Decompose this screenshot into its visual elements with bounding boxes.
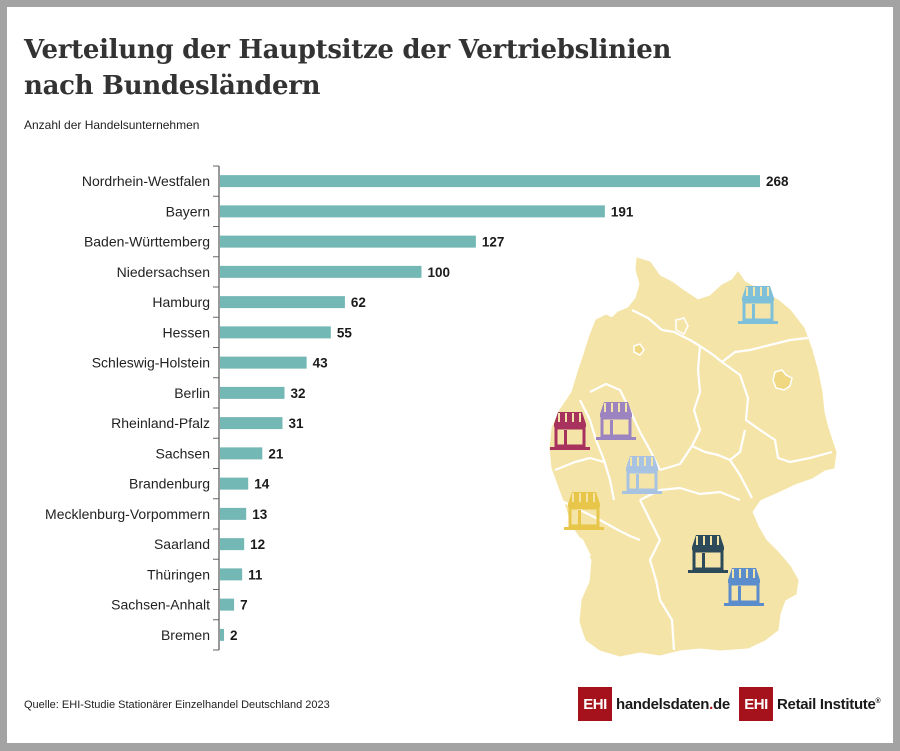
bar — [220, 386, 285, 399]
bar — [220, 205, 605, 218]
store-icon — [738, 286, 778, 324]
border-mv-bb — [721, 336, 809, 363]
bar — [220, 507, 247, 520]
category-label: Saarland — [154, 536, 210, 552]
map-state-borders — [554, 309, 833, 651]
category-label: Hessen — [163, 324, 210, 340]
category-label: Schleswig-Holstein — [92, 355, 210, 371]
ehi-retail-institute-logo[interactable]: EHI Retail Institute® — [739, 687, 881, 721]
map-hamburg — [675, 317, 689, 336]
value-label: 21 — [268, 446, 284, 461]
bar — [220, 326, 331, 339]
value-label: 11 — [248, 567, 263, 582]
border-he-by — [639, 499, 676, 651]
value-label: 62 — [351, 295, 366, 310]
category-label: Thüringen — [147, 566, 210, 582]
bar — [220, 265, 422, 278]
category-label: Mecklenburg-Vorpommern — [45, 506, 210, 522]
handelsdaten-text: handelsdaten.de — [616, 695, 730, 713]
chart-subtitle: Anzahl der Handelsunternehmen — [24, 118, 200, 132]
chart-title: Verteilung der Hauptsitze der Vertriebsl… — [24, 35, 672, 101]
store-icon — [596, 402, 636, 440]
category-label: Brandenburg — [129, 476, 210, 492]
border-sh-ni — [631, 309, 723, 363]
ehi-logo-box: EHI — [578, 687, 612, 721]
map-berlin — [772, 369, 793, 391]
bar — [220, 175, 760, 188]
value-label: 31 — [288, 416, 304, 431]
bar — [220, 447, 263, 460]
store-icon — [550, 412, 590, 450]
category-label: Sachsen — [156, 445, 210, 461]
source-note: Quelle: EHI-Studie Stationärer Einzelhan… — [24, 699, 330, 711]
value-label: 191 — [611, 204, 634, 219]
category-label: Baden-Württemberg — [84, 234, 210, 250]
category-label: Nordrhein-Westfalen — [82, 173, 210, 189]
border-st-bb — [721, 361, 833, 464]
bar — [220, 296, 345, 309]
retail-institute-text: Retail Institute® — [777, 695, 881, 713]
bar — [220, 477, 249, 490]
category-label: Sachsen-Anhalt — [111, 597, 210, 613]
border-th — [659, 444, 753, 499]
value-label: 12 — [250, 537, 265, 552]
bars: Nordrhein-Westfalen 268 Bayern 191 Baden-Wür… — [45, 173, 789, 643]
category-label: Hamburg — [152, 294, 210, 310]
category-label: Rheinland-Pfalz — [111, 415, 210, 431]
border-saar — [564, 529, 591, 557]
value-label: 14 — [254, 477, 270, 492]
bar — [220, 235, 476, 248]
category-label: Niedersachsen — [117, 264, 210, 280]
ehi-logo-box: EHI — [739, 687, 773, 721]
value-label: 127 — [482, 235, 505, 250]
bar — [220, 356, 307, 369]
category-label: Bayern — [166, 203, 210, 219]
bar — [220, 568, 243, 581]
border-ni-st — [691, 345, 702, 447]
germany-map — [549, 257, 837, 657]
map-bremen — [633, 343, 645, 356]
value-label: 13 — [252, 507, 268, 522]
category-label: Berlin — [174, 385, 210, 401]
store-icon — [688, 535, 728, 573]
value-label: 268 — [766, 174, 789, 189]
y-axis — [213, 165, 220, 651]
store-icon — [724, 568, 764, 606]
border-st-sn — [729, 429, 747, 461]
category-label: Bremen — [161, 627, 210, 643]
map-germany-outline — [549, 257, 837, 657]
value-label: 32 — [290, 386, 305, 401]
bar — [220, 598, 235, 611]
bar — [220, 417, 283, 430]
border-nw-rp — [554, 456, 605, 472]
value-label: 100 — [427, 265, 450, 280]
store-icon — [622, 456, 662, 494]
value-label: 55 — [337, 325, 353, 340]
value-label: 43 — [313, 356, 329, 371]
value-label: 7 — [240, 598, 248, 613]
bar — [220, 538, 245, 551]
handelsdaten-logo[interactable]: EHI handelsdaten.de — [578, 687, 730, 721]
store-icon — [564, 492, 604, 530]
bar — [220, 628, 225, 641]
border-nw-he — [579, 399, 616, 501]
value-label: 2 — [230, 628, 238, 643]
